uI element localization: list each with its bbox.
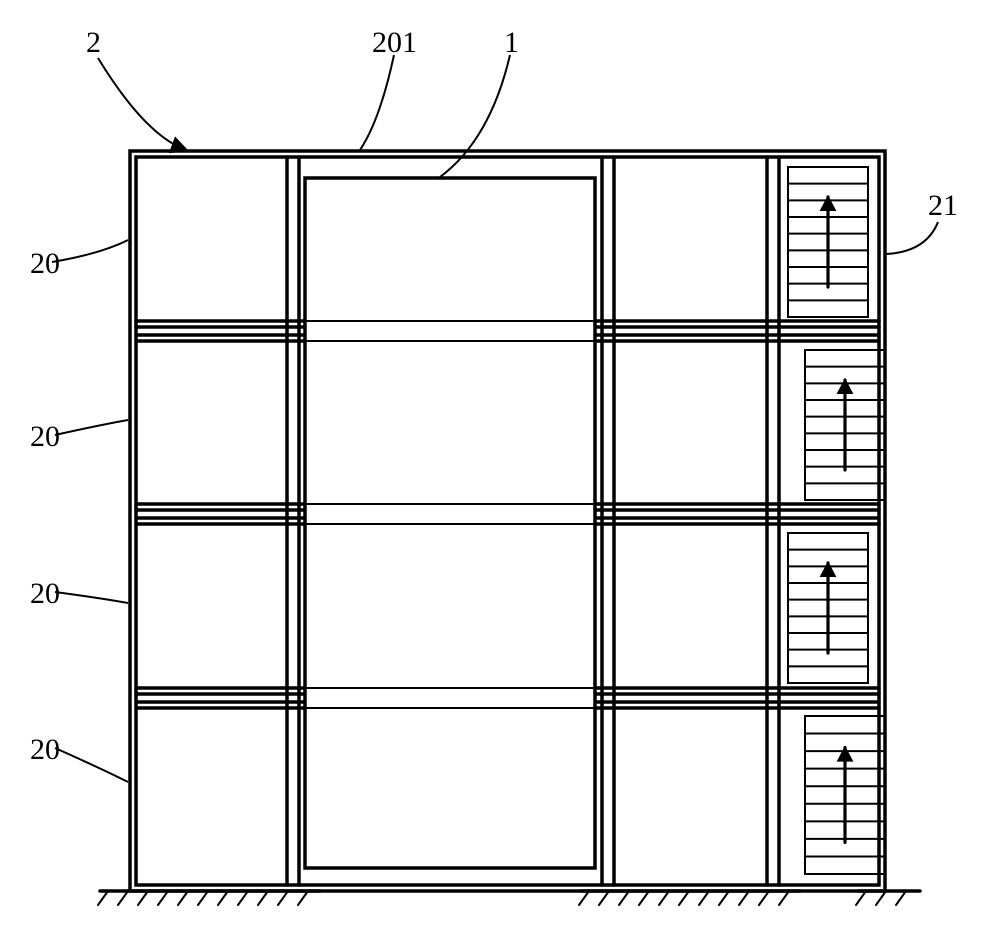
leader-line [98, 58, 186, 150]
callout-label: 20 [30, 577, 60, 611]
callout-label: 1 [504, 26, 519, 60]
callout-label: 2 [86, 26, 101, 60]
stair-panel [788, 167, 868, 317]
callout-label: 20 [30, 733, 60, 767]
callout-label: 20 [30, 420, 60, 454]
leader-line [52, 240, 128, 262]
stair-panel [805, 350, 885, 500]
callout-label: 201 [372, 26, 417, 60]
leader-line [886, 222, 938, 254]
callout-label: 20 [30, 247, 60, 281]
leader-line [55, 592, 128, 603]
diagram-canvas [0, 0, 1000, 942]
stair-panel [788, 533, 868, 683]
callout-label: 21 [928, 189, 958, 223]
stair-panel [805, 716, 885, 874]
leader-line [55, 420, 128, 435]
leader-line [55, 748, 128, 782]
leader-line [360, 55, 394, 150]
